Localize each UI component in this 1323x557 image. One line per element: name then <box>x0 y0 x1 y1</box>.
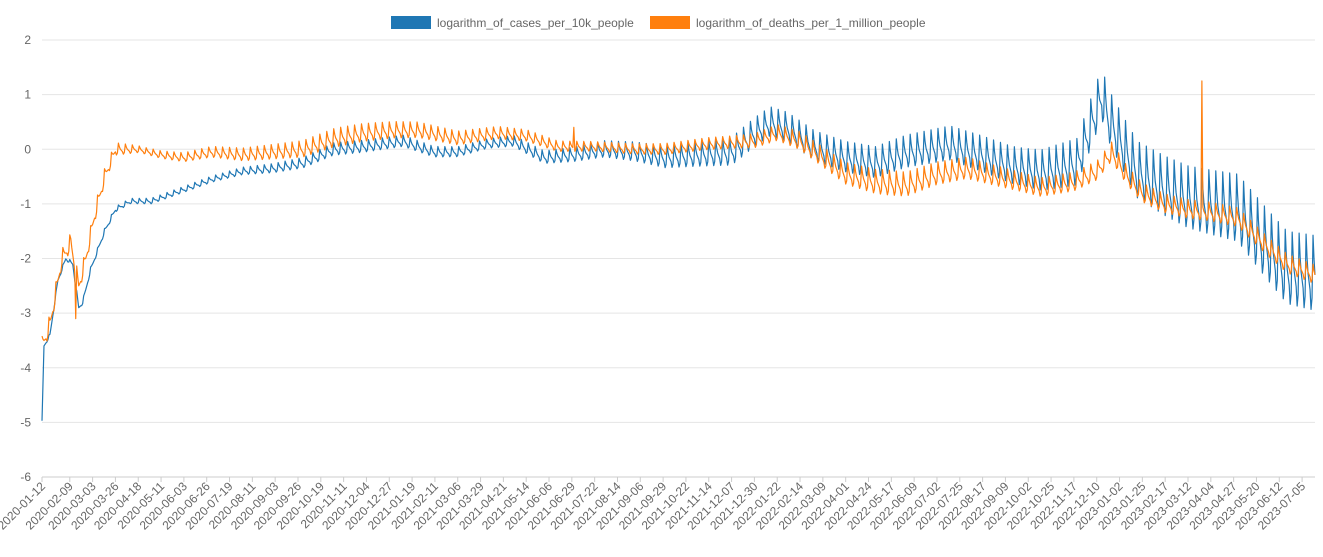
deaths-series-line <box>41 80 1316 342</box>
legend-swatch-cases <box>391 16 431 29</box>
legend-item-cases[interactable]: logarithm_of_cases_per_10k_people <box>391 16 634 30</box>
gridlines <box>42 39 1315 478</box>
legend-label-cases: logarithm_of_cases_per_10k_people <box>437 16 634 30</box>
y-tick-label: 0 <box>24 142 31 156</box>
y-tick-label: -4 <box>20 361 31 375</box>
y-tick-label: 2 <box>24 33 31 47</box>
y-tick-label: -6 <box>20 470 31 484</box>
y-tick-label: -2 <box>20 252 31 266</box>
y-tick-label: -3 <box>20 306 31 320</box>
y-axis: 2 1 0 -1 -2 -3 -4 -5 -6 <box>20 33 31 484</box>
legend[interactable]: logarithm_of_cases_per_10k_people logari… <box>391 16 926 30</box>
legend-swatch-deaths <box>650 16 690 29</box>
x-axis: 2020-01-122020-02-092020-03-032020-03-26… <box>0 477 1308 533</box>
legend-item-deaths[interactable]: logarithm_of_deaths_per_1_million_people <box>650 16 926 30</box>
plot-area <box>41 76 1316 421</box>
y-tick-label: -1 <box>20 197 31 211</box>
cases-series-line <box>41 76 1316 421</box>
legend-label-deaths: logarithm_of_deaths_per_1_million_people <box>696 16 926 30</box>
y-tick-label: 1 <box>24 88 31 102</box>
y-tick-label: -5 <box>20 415 31 429</box>
